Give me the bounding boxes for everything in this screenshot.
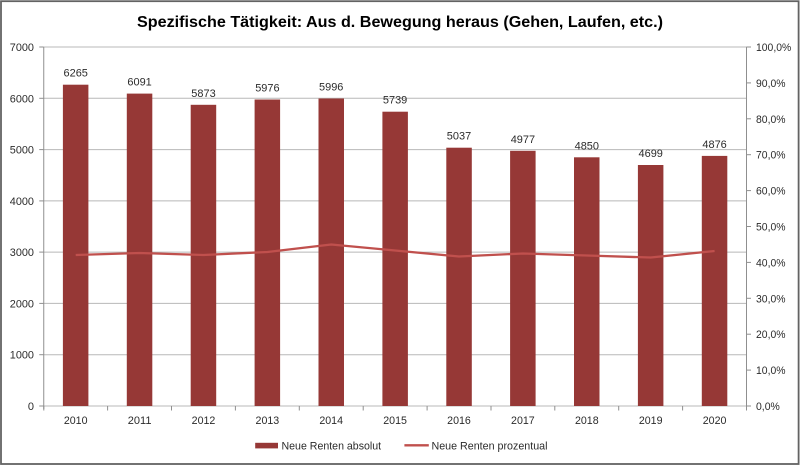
svg-text:2017: 2017: [511, 415, 535, 427]
svg-text:2011: 2011: [128, 415, 152, 427]
svg-text:0: 0: [28, 401, 34, 413]
svg-text:10,0%: 10,0%: [756, 365, 786, 377]
svg-text:2010: 2010: [64, 415, 88, 427]
svg-text:4876: 4876: [702, 139, 726, 151]
svg-text:5037: 5037: [447, 131, 471, 143]
svg-text:2019: 2019: [639, 415, 663, 427]
svg-text:2014: 2014: [319, 415, 343, 427]
svg-text:2012: 2012: [192, 415, 216, 427]
svg-text:2015: 2015: [383, 415, 407, 427]
svg-text:Spezifische Tätigkeit: Aus d.: Spezifische Tätigkeit: Aus d. Bewegung h…: [137, 14, 663, 31]
svg-text:40,0%: 40,0%: [756, 257, 786, 269]
svg-text:70,0%: 70,0%: [756, 150, 786, 162]
svg-text:1000: 1000: [10, 350, 34, 362]
svg-text:4699: 4699: [639, 148, 663, 160]
svg-text:2020: 2020: [703, 415, 727, 427]
svg-text:7000: 7000: [10, 42, 34, 54]
svg-text:3000: 3000: [10, 247, 34, 259]
svg-text:5000: 5000: [10, 145, 34, 157]
svg-text:2000: 2000: [10, 298, 34, 310]
svg-text:2013: 2013: [256, 415, 280, 427]
svg-text:90,0%: 90,0%: [756, 78, 786, 90]
svg-text:6265: 6265: [64, 68, 88, 80]
svg-text:5976: 5976: [255, 83, 279, 95]
svg-text:2016: 2016: [447, 415, 471, 427]
svg-text:20,0%: 20,0%: [756, 329, 786, 341]
svg-text:5996: 5996: [319, 82, 343, 94]
svg-text:5739: 5739: [383, 95, 407, 107]
svg-text:Neue Renten prozentual: Neue Renten prozentual: [432, 441, 548, 453]
svg-text:Neue Renten absolut: Neue Renten absolut: [282, 441, 382, 453]
svg-text:6091: 6091: [127, 77, 151, 89]
svg-text:50,0%: 50,0%: [756, 222, 786, 234]
svg-text:4000: 4000: [10, 196, 34, 208]
svg-text:30,0%: 30,0%: [756, 293, 786, 305]
svg-text:0,0%: 0,0%: [756, 401, 780, 413]
svg-text:4850: 4850: [575, 140, 599, 152]
svg-text:2018: 2018: [575, 415, 599, 427]
svg-text:6000: 6000: [10, 93, 34, 105]
svg-text:4977: 4977: [511, 134, 535, 146]
svg-text:80,0%: 80,0%: [756, 114, 786, 126]
svg-text:100,0%: 100,0%: [756, 42, 791, 54]
svg-text:5873: 5873: [191, 88, 215, 100]
svg-text:60,0%: 60,0%: [756, 186, 786, 198]
